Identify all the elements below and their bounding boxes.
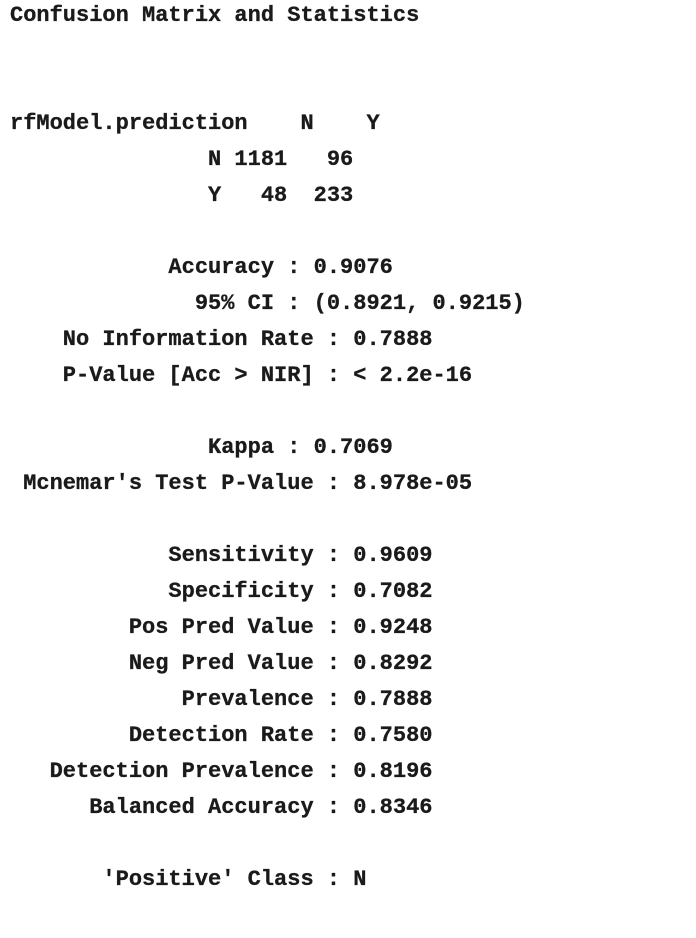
stat-confidence-interval: 95% CI : (0.8921, 0.9215): [10, 291, 525, 316]
stat-neg-pred-value: Neg Pred Value : 0.8292: [10, 651, 433, 676]
console-output: Confusion Matrix and Statistics rfModel.…: [10, 0, 690, 898]
blank-line: [10, 502, 690, 538]
stat-pos-pred-value: Pos Pred Value : 0.9248: [10, 615, 433, 640]
blank-line: [10, 214, 690, 250]
output-title: Confusion Matrix and Statistics: [10, 3, 420, 28]
matrix-header: rfModel.prediction N Y: [10, 111, 380, 136]
stat-positive-class: 'Positive' Class : N: [10, 867, 367, 892]
stat-kappa: Kappa : 0.7069: [10, 435, 393, 460]
matrix-row-y: Y 48 233: [10, 183, 354, 208]
blank-line: [10, 826, 690, 862]
matrix-row-n: N 1181 96: [10, 147, 354, 172]
stat-detection-prevalence: Detection Prevalence : 0.8196: [10, 759, 433, 784]
stat-no-information-rate: No Information Rate : 0.7888: [10, 327, 433, 352]
stat-p-value: P-Value [Acc > NIR] : < 2.2e-16: [10, 363, 473, 388]
blank-line: [10, 394, 690, 430]
blank-line: [10, 34, 690, 70]
stat-accuracy: Accuracy : 0.9076: [10, 255, 393, 280]
stat-detection-rate: Detection Rate : 0.7580: [10, 723, 433, 748]
stat-balanced-accuracy: Balanced Accuracy : 0.8346: [10, 795, 433, 820]
stat-prevalence: Prevalence : 0.7888: [10, 687, 433, 712]
stat-specificity: Specificity : 0.7082: [10, 579, 433, 604]
stat-sensitivity: Sensitivity : 0.9609: [10, 543, 433, 568]
stat-mcnemar: Mcnemar's Test P-Value : 8.978e-05: [10, 471, 473, 496]
blank-line: [10, 70, 690, 106]
